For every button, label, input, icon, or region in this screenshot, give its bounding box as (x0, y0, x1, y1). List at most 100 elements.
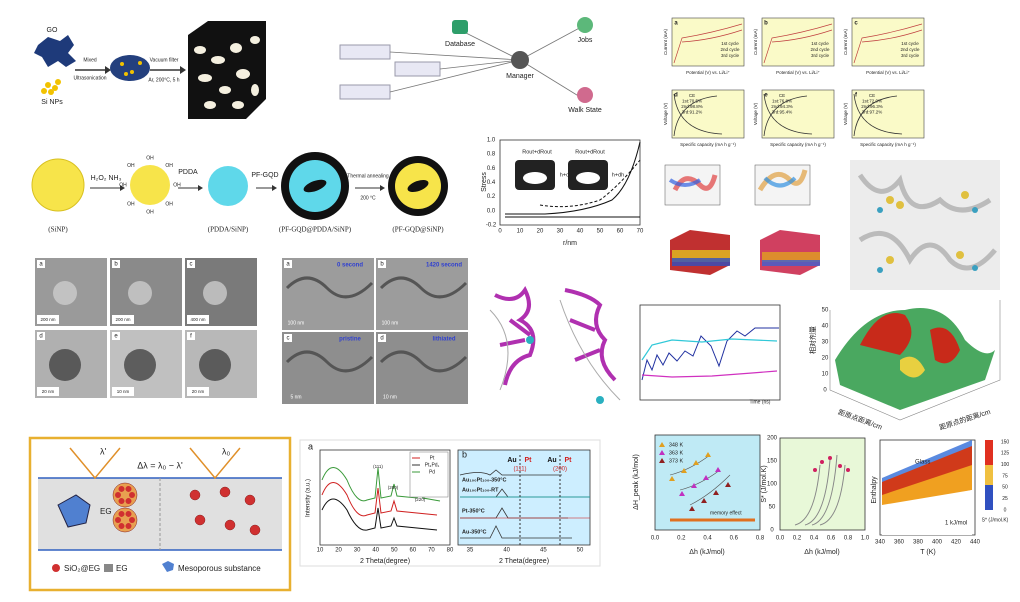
label: 20 nm (42, 389, 55, 394)
label: 3rd cycle (901, 53, 920, 58)
label: 0.0 (776, 536, 785, 542)
label: d (674, 93, 678, 99)
label: 0.6 (827, 536, 836, 542)
label: 50 (597, 229, 604, 235)
sphere (194, 514, 206, 526)
curve (505, 141, 641, 218)
label: 3rd:97.2% (862, 110, 883, 115)
point (725, 482, 731, 487)
point (693, 460, 699, 465)
workflow-panel: Database Manager Jobs Walk State (339, 17, 602, 114)
label: OH (146, 155, 154, 161)
sinp (31, 158, 85, 212)
label: Rout+dRout (522, 149, 552, 155)
label: 50 (769, 505, 776, 511)
point (701, 498, 707, 503)
label-bg (378, 334, 386, 342)
axis-label: 相对剂量 (808, 326, 817, 354)
label: 3rd:95.4% (772, 110, 793, 115)
label: 1st:72.0% (862, 99, 882, 104)
edges (389, 24, 586, 101)
label: 100 (1001, 462, 1010, 468)
label: 373 K (669, 458, 684, 464)
label: 3rd cycle (811, 53, 830, 58)
label: 2nd:98.8% (681, 104, 703, 109)
label: 200 (767, 436, 778, 442)
label: 80 (447, 548, 454, 554)
point (715, 467, 721, 472)
label: 200 °C (360, 195, 376, 201)
label: Ultrasonication (73, 75, 106, 81)
label: 5 nm (290, 394, 301, 400)
gcd-curve (673, 93, 723, 137)
sphere (129, 492, 135, 498)
label: (111) (513, 467, 526, 473)
label: 20 (335, 548, 342, 554)
axis-label: Intensity (a.u.) (306, 479, 312, 517)
label: Potential (V) vs. Li/Li⁺ (686, 70, 730, 75)
si-particles (41, 79, 61, 95)
label: 3rd:91.2% (682, 110, 703, 115)
legend-marker (659, 458, 665, 463)
label: 0 (770, 528, 774, 534)
label: Pt₃Pd₁ (425, 462, 440, 468)
label: Pt-350°C (462, 508, 485, 514)
label: b (380, 262, 384, 268)
label: PF-GQD (251, 172, 278, 179)
label: Specific capacity (mA h g⁻¹) (860, 142, 916, 147)
point (669, 476, 675, 481)
label: -0.2 (486, 223, 497, 229)
label: 0.0 (651, 536, 660, 542)
legend-marker (659, 442, 665, 447)
axis-label: Enthalpy (871, 476, 878, 504)
label: 400 nm (190, 317, 205, 322)
particle (53, 281, 77, 305)
fiber (285, 350, 374, 373)
label: 0.4 (703, 536, 712, 542)
scale-bg (187, 315, 209, 324)
s-panel: S* (J/mol.K) Δh (kJ/mol) 0.0 0.2 0.4 0.6 0.8… (761, 436, 870, 556)
label: 0.8 (487, 152, 496, 158)
label: 200 nm (40, 317, 55, 322)
label: 1 kJ/mol (945, 521, 967, 527)
point (691, 483, 697, 488)
sphere (125, 485, 132, 492)
label-bg (37, 332, 45, 340)
scale-bg (112, 315, 134, 324)
label: Current (mA) (843, 29, 848, 56)
md-panel: Time (ns) (639, 304, 781, 405)
cv-curve (673, 23, 743, 64)
label: 60 (617, 229, 624, 235)
label: 440 (970, 540, 981, 546)
label: OH (119, 182, 127, 188)
plot-area (671, 89, 745, 139)
database-icon (452, 20, 468, 34)
protein-panel (850, 160, 1000, 290)
label: 70 (637, 229, 644, 235)
label: 45 (540, 548, 547, 554)
fiber (379, 350, 468, 373)
sphere (244, 494, 256, 506)
label: h+dh (560, 172, 572, 178)
label-bg (112, 260, 120, 268)
label: Au (547, 457, 556, 464)
cube (188, 21, 266, 119)
label: λ₀ (222, 446, 231, 456)
sphere (118, 498, 125, 505)
label-bg (112, 332, 120, 340)
axis-label: S* (J/mol.K) (761, 465, 768, 502)
label: h+dh (612, 172, 624, 178)
axis-label: Δh (kJ/mol) (804, 549, 839, 556)
label: Au₁₀₀Pt₁₀₀-RT (462, 487, 499, 493)
label: GO (47, 27, 58, 34)
schematic-panel: Δλ = λ₀ − λ' λ' λ₀ EG SiO₂@EG EG Mesopor… (28, 436, 292, 592)
label: OH (146, 209, 154, 215)
label: CE (689, 93, 695, 98)
enthalpy-panel: Glass 1 kJ/mol Enthalpy T (K) S* (J/mol.… (871, 439, 1010, 556)
label: a (674, 21, 678, 27)
label: 150 (1001, 439, 1010, 445)
legend-label: EG (116, 564, 128, 573)
label-bg (284, 260, 292, 268)
label: 1st:70.5% (682, 99, 702, 104)
axis-label: Time (ns) (750, 399, 771, 405)
